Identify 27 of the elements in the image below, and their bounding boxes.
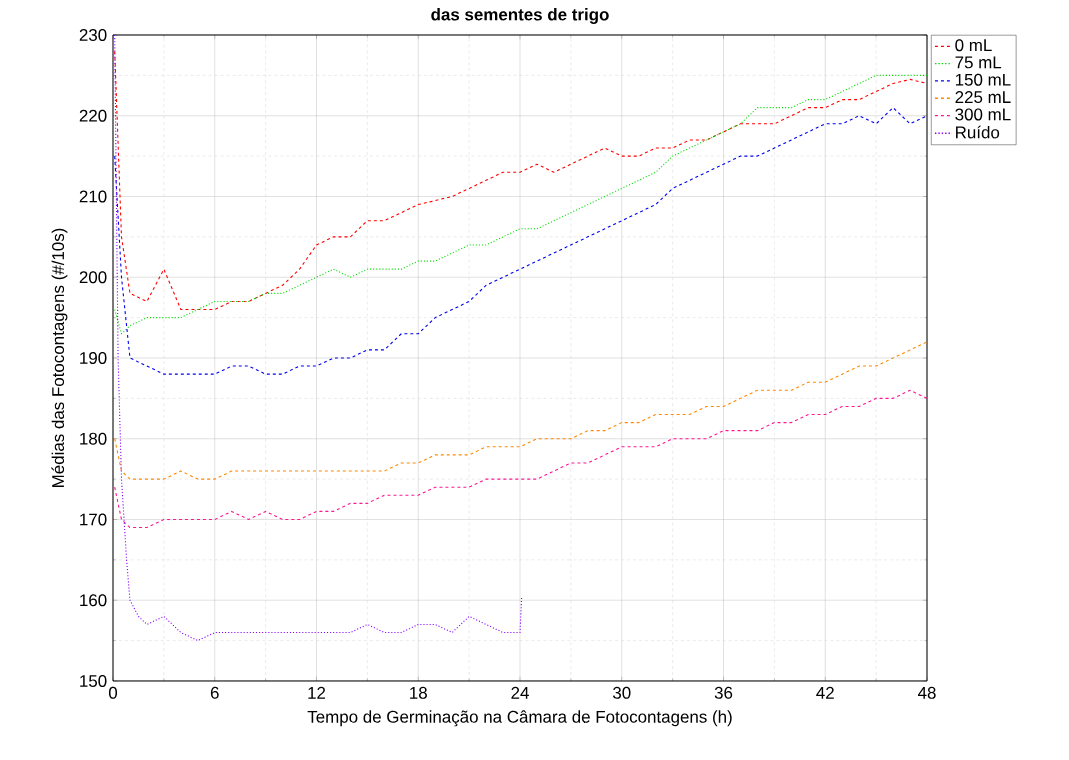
y-tick-label: 150 [80,674,107,687]
y-tick-label: 230 [79,28,107,41]
x-axis-title: Tempo de Germinação na Câmara de Fotocontagens (h) [307,710,732,727]
x-tick-label: 30 [612,686,631,699]
x-tick-label: 24 [511,686,529,699]
x-tick-label: 42 [816,686,834,699]
legend-label: 0 mL [955,39,992,52]
x-tick-label: 48 [917,686,936,699]
y-tick-label: 170 [80,513,107,526]
y-tick-label: 220 [79,109,107,122]
legend-label: 75 mL [955,56,1002,69]
legend-label: 225 mL [955,91,1011,104]
y-tick-label: 190 [80,351,107,364]
x-tick-label: 12 [308,686,326,699]
y-tick-label: 160 [80,594,107,607]
chart-title: das sementes de trigo [431,8,609,24]
x-tick-label: 6 [210,686,219,699]
y-tick-label: 210 [79,190,107,203]
x-tick-label: 0 [108,686,118,699]
y-tick-label: 200 [79,271,107,284]
legend-label: Ruído [956,125,1000,139]
legend-label: 150 mL [955,73,1011,86]
x-tick-label: 18 [410,686,427,699]
y-axis-title: Médias das Fotocontagens (#/10s) [51,228,68,487]
x-tick-label: 36 [714,686,733,699]
y-tick-label: 180 [80,432,107,445]
legend-label: 300 mL [955,108,1011,121]
